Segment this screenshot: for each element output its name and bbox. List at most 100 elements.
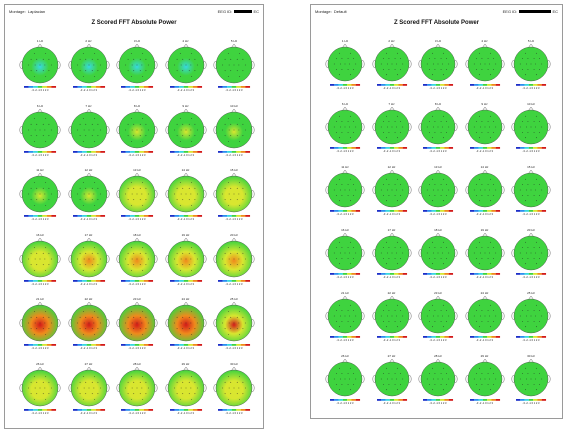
electrode-dot (494, 63, 496, 65)
electrode-dot (382, 257, 384, 259)
electrode-dot (382, 131, 384, 133)
electrode-dot (79, 316, 80, 318)
electrode-dot (97, 392, 98, 394)
color-scale-segment (227, 86, 232, 88)
frequency-label: 28 Hz (434, 354, 442, 358)
electrode-dot (33, 311, 35, 313)
electrode-dot (139, 316, 141, 318)
electrode-dot (349, 63, 350, 65)
electrode-dot (535, 389, 537, 391)
color-scale-segment (134, 344, 140, 346)
electrode-dot (236, 392, 238, 394)
electrode-dot (530, 63, 532, 65)
electrode-dot (395, 378, 397, 380)
color-scale-segment (376, 84, 381, 86)
electrode-dot (33, 269, 35, 271)
electrode-dot (341, 121, 343, 123)
color-scale-segment (236, 408, 241, 411)
electrode-dot (401, 252, 403, 254)
electrode-dot (489, 367, 491, 369)
electrode-dot (45, 333, 47, 335)
electrode-dot (380, 63, 382, 65)
color-scale-segment (338, 147, 343, 149)
color-scale-segment (37, 150, 43, 153)
color-scale-labels: -3 -2 -1 0 1 2 3 (475, 339, 493, 342)
electrode-dot (42, 252, 44, 254)
electrode-dot (180, 193, 182, 195)
electrode-dot (238, 387, 240, 388)
topo-map-27hz: 27 Hz -3 -2 -1 0 1 2 3 (372, 354, 412, 408)
frequency-label: 10 Hz (230, 103, 238, 108)
electrode-dot (91, 187, 93, 189)
topo-map-6hz: 6 Hz -3 -2 -1 0 1 2 3 (325, 102, 365, 156)
electrode-dot (535, 367, 537, 369)
electrode-dot (394, 121, 395, 123)
electrode-dot (533, 58, 535, 60)
color-scale-segment (125, 344, 131, 346)
color-scale-segment (231, 86, 237, 88)
frequency-label: 24 Hz (480, 291, 489, 295)
color-scale-segment (86, 215, 91, 217)
electrode-dot (236, 316, 238, 318)
electrode-dot (28, 387, 30, 388)
electrode-dot (230, 252, 232, 254)
electrode-dot (194, 123, 195, 125)
electrode-dot (93, 398, 95, 400)
topo-map-29hz: 29 Hz -3 -2 -1 0 1 2 3 (165, 362, 207, 418)
electrode-dot (82, 333, 84, 335)
color-scale-segment (90, 408, 96, 411)
electrode-dot (448, 378, 450, 380)
electrode-dot (244, 129, 246, 130)
electrode-dot (391, 315, 392, 317)
color-scale-segment (174, 279, 179, 282)
electrode-dot (475, 131, 477, 133)
electrode-dot (33, 375, 35, 377)
electrode-dot (179, 117, 181, 119)
head-topography-icon (116, 237, 158, 282)
color-scale-segment (528, 147, 534, 149)
electrode-dot (396, 137, 398, 139)
electrode-dot (176, 252, 177, 254)
electrode-dot (239, 311, 241, 313)
electrode-dot (340, 126, 341, 128)
color-scale-segment (385, 336, 390, 338)
electrode-dot (519, 63, 521, 65)
electrode-dot (539, 310, 540, 312)
electrode-dot (396, 200, 398, 202)
electrode-dot (97, 263, 98, 265)
color-scale-segment (440, 147, 445, 149)
frequency-label: 14 Hz (181, 168, 190, 172)
topo-map-17hz: 17 Hz -3 -2 -1 0 1 2 3 (372, 228, 412, 282)
color-scale-labels: -3 -2 -1 0 1 2 3 (128, 282, 146, 286)
electrode-dot (141, 193, 143, 195)
color-scale-segment (218, 86, 223, 88)
electrode-dot (539, 184, 540, 186)
electrode-dot (142, 246, 144, 248)
electrode-dot (487, 257, 488, 259)
color-scale-segment (520, 336, 525, 338)
nose-icon (528, 295, 534, 300)
electrode-dot (385, 52, 387, 54)
electrode-dot (131, 193, 133, 195)
electrode-dot (236, 263, 238, 265)
electrode-dot (388, 383, 389, 385)
color-scale-segment (81, 408, 87, 411)
color-scale-labels: -3 -2 -1 0 1 2 3 (225, 282, 243, 286)
electrode-dot (45, 246, 47, 248)
electrode-dot (181, 252, 183, 254)
electrode-dot (196, 258, 198, 259)
electrode-dot (236, 187, 238, 189)
color-scale-segment (397, 336, 403, 338)
electrode-dot (522, 121, 523, 123)
color-scale-segment (139, 279, 144, 282)
color-scale-labels: -3 -2 -1 0 1 2 3 (429, 150, 447, 153)
electrode-dot (344, 378, 346, 380)
electrode-dot (399, 373, 401, 375)
topo-map-8hz: 8 Hz -3 -2 -1 0 1 2 3 (418, 102, 458, 156)
color-scale-segment (486, 399, 491, 401)
electrode-dot (33, 182, 35, 184)
color-scale-segment (537, 336, 542, 338)
electrode-dot (432, 263, 434, 265)
color-scale-segment (187, 215, 193, 217)
electrode-dot (478, 241, 480, 243)
